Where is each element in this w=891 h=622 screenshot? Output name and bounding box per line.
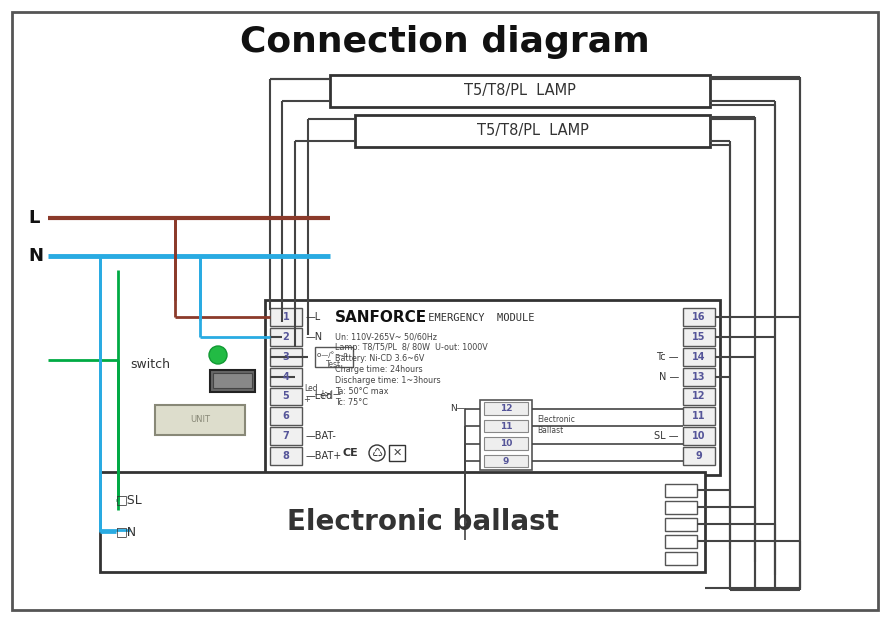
Text: EMERGENCY  MODULE: EMERGENCY MODULE [422, 313, 535, 323]
Bar [389, 445, 405, 461]
Text: 12: 12 [692, 391, 706, 401]
Text: N—: N— [450, 404, 466, 413]
Text: CE: CE [342, 448, 358, 458]
Text: o—/° —o: o—/° —o [317, 351, 347, 358]
Bar [665, 484, 697, 497]
Bar [330, 75, 710, 107]
Text: ♺: ♺ [372, 447, 382, 460]
Bar [683, 308, 715, 326]
Text: 3: 3 [282, 351, 290, 361]
Text: Un: 110V-265V~ 50/60Hz: Un: 110V-265V~ 50/60Hz [335, 332, 437, 341]
Text: T5/T8/PL  LAMP: T5/T8/PL LAMP [464, 83, 576, 98]
Text: +: + [303, 395, 310, 404]
Text: 2: 2 [282, 332, 290, 342]
Text: 13: 13 [692, 371, 706, 381]
Text: Battery: Ni-CD 3.6~6V: Battery: Ni-CD 3.6~6V [335, 354, 424, 363]
Text: L: L [28, 209, 39, 227]
Text: 10: 10 [692, 431, 706, 441]
Bar [270, 368, 302, 386]
Bar [270, 427, 302, 445]
Bar [665, 518, 697, 531]
Bar [665, 535, 697, 548]
Bar [683, 388, 715, 406]
Text: Connection diagram: Connection diagram [241, 25, 650, 59]
Text: Tc —: Tc — [657, 351, 679, 361]
Bar [480, 400, 532, 470]
Text: Electronic
Ballast: Electronic Ballast [537, 415, 575, 435]
Circle shape [209, 346, 227, 364]
Bar [270, 447, 302, 465]
Bar [265, 300, 720, 475]
Bar [213, 373, 252, 388]
Text: N —: N — [658, 371, 679, 381]
Text: SANFORCE: SANFORCE [335, 310, 427, 325]
Bar [270, 328, 302, 346]
Text: Test: Test [326, 360, 341, 369]
Bar [484, 437, 528, 450]
Text: □SL: □SL [116, 493, 143, 506]
Bar [315, 346, 353, 367]
Text: 10: 10 [500, 439, 512, 448]
Text: 9: 9 [696, 451, 702, 461]
Bar [270, 388, 302, 406]
Text: —N: —N [306, 332, 323, 342]
Bar [683, 427, 715, 445]
Text: 7: 7 [282, 431, 290, 441]
Bar [683, 368, 715, 386]
Bar [665, 501, 697, 514]
Text: Lamp: T8/T5/PL  8/ 80W  U-out: 1000V: Lamp: T8/T5/PL 8/ 80W U-out: 1000V [335, 343, 487, 352]
Text: Ta: 50°C max: Ta: 50°C max [335, 387, 388, 396]
Bar [683, 348, 715, 366]
Bar [683, 447, 715, 465]
Text: Tc: 75°C: Tc: 75°C [335, 398, 368, 407]
Text: Electronic ballast: Electronic ballast [287, 508, 559, 536]
Text: —|>|—: —|>|— [315, 390, 342, 399]
Text: 8: 8 [282, 451, 290, 461]
Text: 14: 14 [692, 351, 706, 361]
Text: 9: 9 [503, 457, 509, 466]
Text: SL —: SL — [655, 431, 679, 441]
Bar [100, 472, 705, 572]
Bar [484, 455, 528, 467]
Text: Charge time: 24hours: Charge time: 24hours [335, 365, 422, 374]
Bar [155, 405, 245, 435]
Text: —Led: —Led [306, 391, 333, 401]
Bar [210, 370, 255, 392]
Bar [270, 308, 302, 326]
Bar [355, 115, 710, 147]
Text: 1: 1 [282, 312, 290, 322]
Text: 11: 11 [692, 411, 706, 421]
Text: 11: 11 [500, 422, 512, 431]
Bar [270, 407, 302, 425]
Text: 15: 15 [692, 332, 706, 342]
Text: switch: switch [130, 358, 170, 371]
Text: —BAT-: —BAT- [306, 431, 337, 441]
Text: 5: 5 [282, 391, 290, 401]
Bar [665, 552, 697, 565]
Text: N: N [28, 247, 43, 265]
Text: T5/T8/PL  LAMP: T5/T8/PL LAMP [477, 124, 588, 139]
Text: Discharge time: 1~3hours: Discharge time: 1~3hours [335, 376, 441, 385]
Text: 4: 4 [282, 371, 290, 381]
Bar [683, 328, 715, 346]
Bar [683, 407, 715, 425]
Bar [484, 419, 528, 432]
Text: —L: —L [306, 312, 322, 322]
Bar [484, 402, 528, 414]
Text: ✕: ✕ [392, 448, 402, 458]
Text: —BAT+: —BAT+ [306, 451, 342, 461]
Text: 16: 16 [692, 312, 706, 322]
Text: 6: 6 [282, 411, 290, 421]
Text: Led: Led [304, 384, 317, 393]
Text: 12: 12 [500, 404, 512, 413]
Text: □N: □N [116, 526, 137, 539]
Text: UNIT: UNIT [190, 415, 210, 424]
Bar [270, 348, 302, 366]
